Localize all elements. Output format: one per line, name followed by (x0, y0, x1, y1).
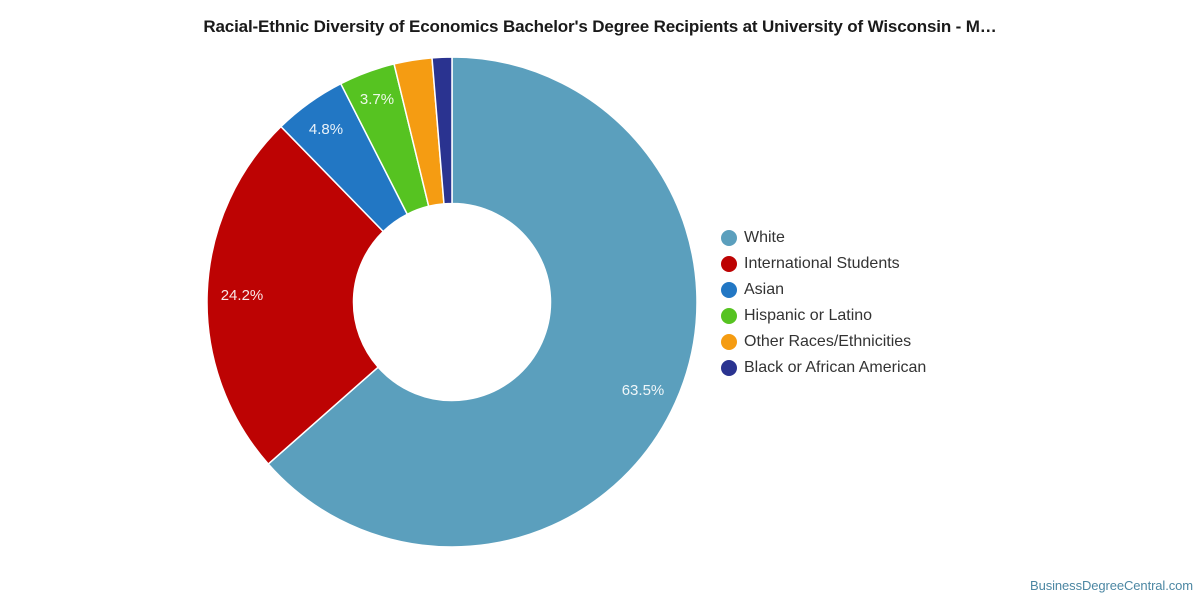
svg-text:3.7%: 3.7% (360, 91, 394, 108)
svg-text:4.8%: 4.8% (309, 121, 343, 138)
svg-text:24.2%: 24.2% (221, 287, 264, 304)
svg-text:63.5%: 63.5% (622, 382, 665, 399)
